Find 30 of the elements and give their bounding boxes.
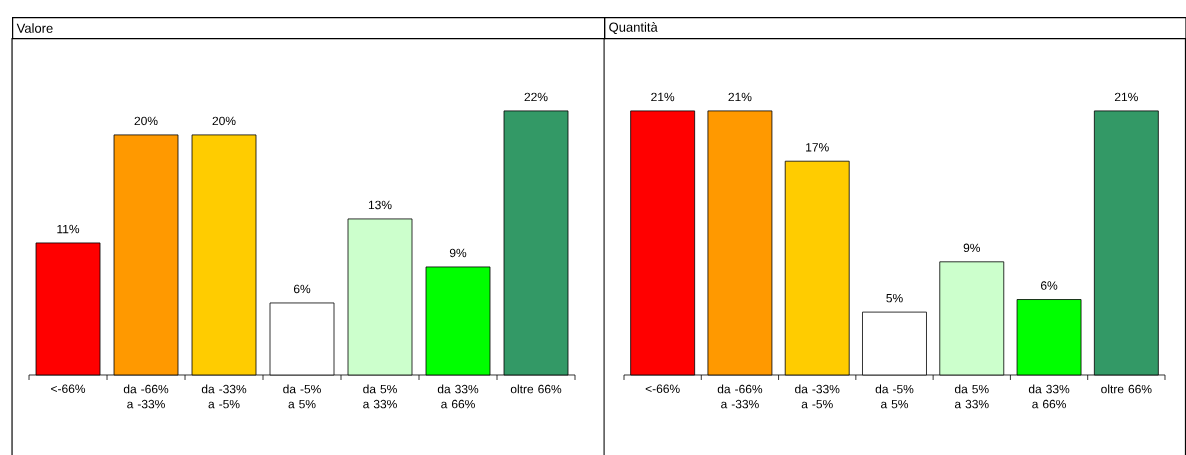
data-label: 20% — [134, 116, 158, 126]
x-tick-label: <-66% — [51, 384, 86, 394]
data-label: 9% — [449, 248, 467, 258]
x-tick-label: da 5% a 33% — [363, 384, 397, 409]
data-label: 6% — [293, 284, 311, 294]
x-tick-label: da -5% a 5% — [283, 384, 321, 409]
x-tick-label: da -66% a -33% — [717, 384, 763, 409]
data-label: 21% — [728, 92, 752, 102]
chart-title: Quantità — [609, 22, 658, 35]
x-tick-label: da 5% a 33% — [954, 384, 989, 409]
x-tick-label: oltre 66% — [510, 384, 562, 394]
x-tick-label: da -33% a -5% — [201, 384, 247, 409]
chart-title: Valore — [16, 23, 53, 33]
x-tick-label: da 33% a 66% — [437, 384, 479, 409]
data-label: 6% — [1041, 281, 1058, 290]
x-tick-label: da 33% a 66% — [1028, 384, 1070, 409]
data-label: 9% — [963, 243, 981, 253]
data-label: 17% — [806, 143, 829, 152]
data-label: 11% — [57, 224, 80, 234]
x-tick-label: <-66% — [645, 384, 680, 394]
data-label: 20% — [212, 116, 236, 126]
data-label: 21% — [1114, 92, 1138, 102]
x-tick-label: da -66% a -33% — [123, 384, 169, 409]
x-tick-label: oltre 66% — [1101, 384, 1152, 394]
data-label: 22% — [524, 92, 548, 102]
data-label: 21% — [651, 92, 675, 102]
x-tick-label: da -33% a -5% — [795, 384, 840, 409]
x-tick-label: da -5% a 5% — [875, 384, 914, 409]
data-label: 5% — [886, 293, 903, 303]
data-label: 13% — [368, 200, 392, 210]
